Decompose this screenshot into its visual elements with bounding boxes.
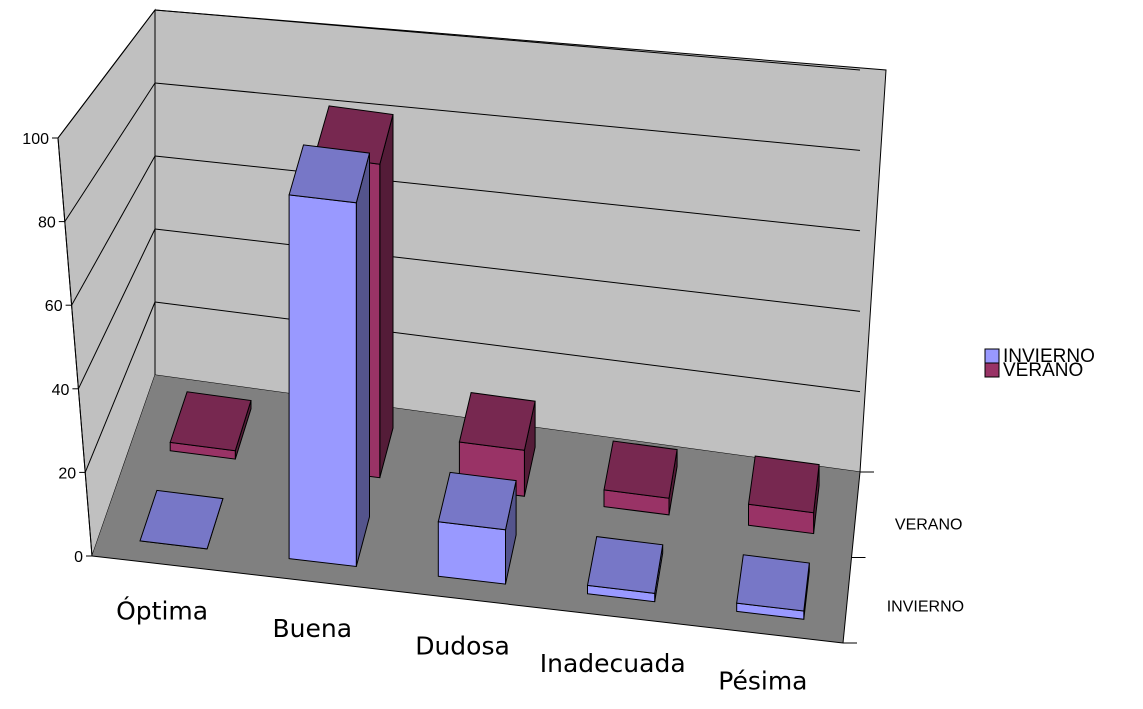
bar-top (747, 455, 820, 514)
bar-invierno-0 (139, 489, 224, 550)
axis-lines (57, 137, 874, 644)
depth-label-verano: VERANO (895, 516, 963, 533)
category-label-4: Pésima (718, 666, 807, 695)
bar-top (586, 536, 664, 594)
legend-swatch-verano (984, 362, 1000, 378)
bar-top (458, 392, 536, 451)
gridline-back-20 (154, 301, 861, 393)
category-label-0: Óptima (116, 596, 208, 626)
bar-verano-4 (747, 455, 820, 535)
bar-invierno-1 (288, 144, 371, 568)
gridline-side-40 (77, 228, 156, 390)
gridline-side-60 (71, 155, 156, 306)
depth-label-invierno: INVIERNO (887, 598, 964, 615)
bar-side (379, 114, 394, 478)
gridline-back-80 (154, 82, 861, 151)
category-label-2: Dudosa (415, 632, 510, 661)
y-tick-label-20: 20 (58, 465, 76, 482)
legend-label-invierno: INVIERNO (1003, 346, 1095, 367)
y-tick-label-80: 80 (38, 215, 56, 232)
gridline-side-100 (57, 9, 156, 139)
y-tick-label-100: 100 (22, 131, 49, 148)
bar-verano-3 (603, 440, 678, 516)
depth-axis-labels: VERANO INVIERNO (887, 516, 964, 615)
bar-top (139, 489, 224, 550)
legend-swatch-invierno (984, 348, 1000, 364)
gridlines (57, 9, 861, 473)
category-labels: Óptima Buena Dudosa Inadecuada Pésima (116, 596, 807, 696)
bar-top (288, 144, 371, 204)
y-tick-label-0: 0 (74, 549, 83, 566)
bar-front (288, 194, 357, 568)
bar-top (437, 471, 517, 531)
gridline-back-40 (154, 228, 861, 312)
y-axis-line (57, 137, 93, 557)
bar-front (437, 521, 506, 585)
bar-invierno-4 (736, 554, 810, 620)
bar-top (736, 554, 810, 612)
legend: INVIERNO VERANO (984, 346, 1095, 381)
category-label-3: Inadecuada (540, 649, 686, 678)
y-tick-label-40: 40 (52, 382, 70, 399)
gridline-side-80 (64, 82, 156, 222)
x-axis-line (91, 555, 844, 644)
y-tick-label-60: 60 (45, 298, 63, 315)
bar-top (603, 440, 678, 499)
bars (139, 105, 820, 620)
bar-invierno-2 (437, 471, 517, 585)
gridline-back-60 (154, 155, 861, 232)
gridline-side-20 (84, 301, 156, 473)
bar-invierno-3 (586, 536, 664, 603)
bar-side (355, 152, 370, 567)
legend-label-verano: VERANO (1003, 360, 1083, 381)
bar-top (169, 391, 252, 452)
bar-verano-0 (169, 391, 252, 460)
category-label-1: Buena (273, 614, 353, 643)
y-axis-ticks: 0 20 40 60 80 100 (22, 131, 92, 566)
gridline-back-100 (154, 9, 861, 71)
